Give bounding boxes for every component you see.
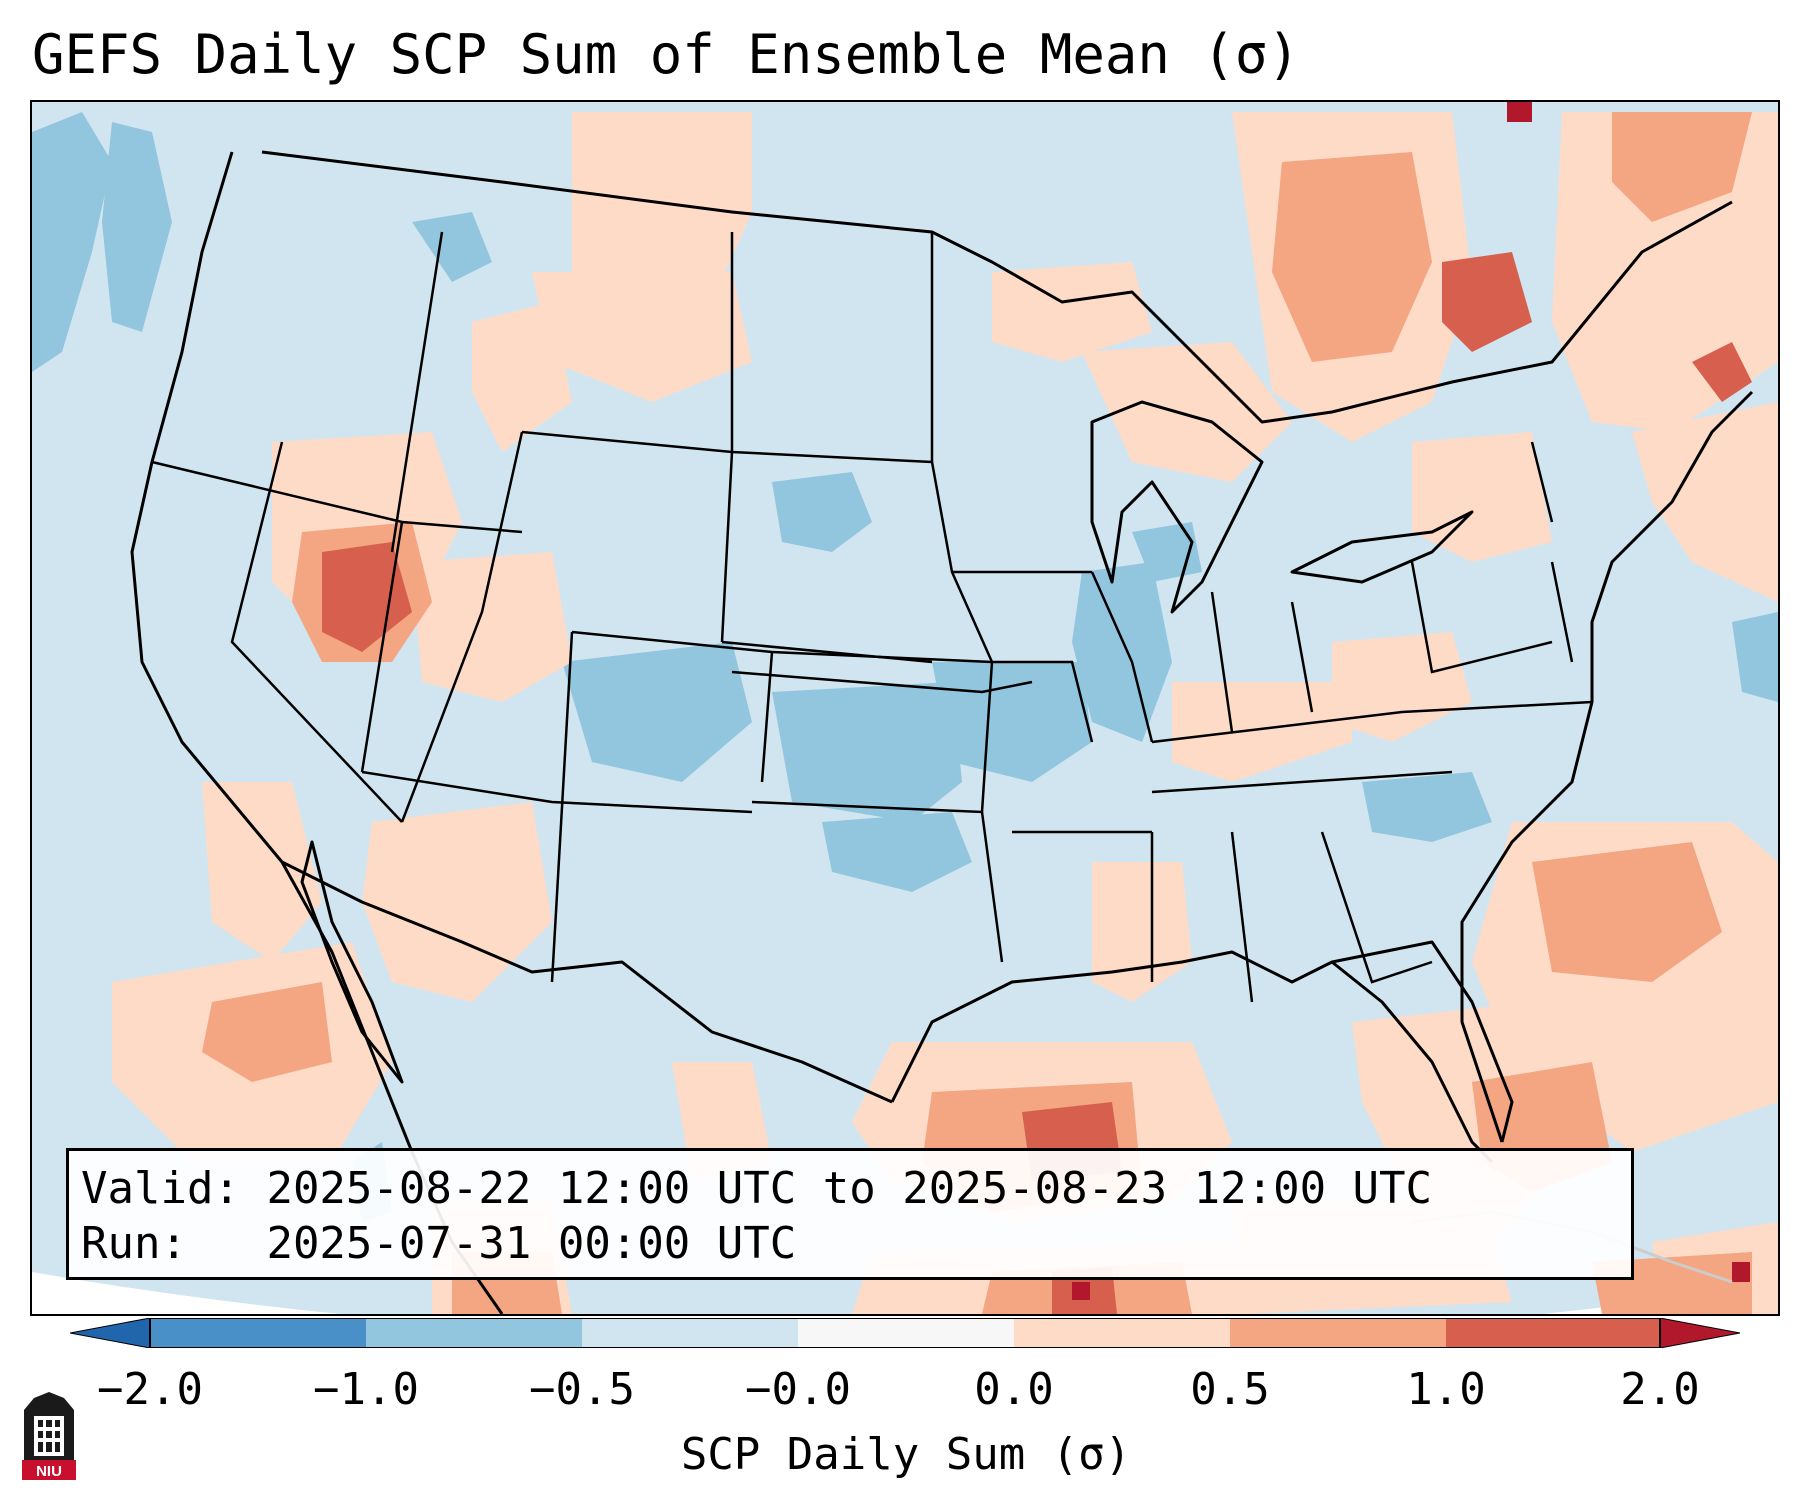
forecast-map bbox=[32, 102, 1778, 1314]
us-mexico-border bbox=[281, 860, 893, 1104]
positive-anomaly-regions-extreme bbox=[1072, 102, 1750, 1300]
map-panel bbox=[30, 100, 1780, 1316]
colorbar-segment-6 bbox=[1230, 1318, 1446, 1348]
colorbar-tick-label: −1.0 bbox=[313, 1364, 419, 1415]
valid-label: Valid: bbox=[81, 1163, 240, 1214]
colorbar-label: SCP Daily Sum (σ) bbox=[680, 1429, 1132, 1480]
run-label: Run: bbox=[81, 1218, 187, 1269]
colorbar-segment-7 bbox=[1446, 1318, 1660, 1348]
great-lakes bbox=[1090, 400, 1264, 614]
colorbar-tick-label: 1.0 bbox=[1406, 1364, 1486, 1415]
valid-time-value: 2025-08-22 12:00 UTC to 2025-08-23 12:00… bbox=[266, 1163, 1433, 1214]
colorbar-tick-label: 0.5 bbox=[1190, 1364, 1270, 1415]
colorbar bbox=[70, 1318, 1740, 1348]
colorbar-tick-label: −0.0 bbox=[745, 1364, 851, 1415]
colorbar-tick-label: 0.0 bbox=[974, 1364, 1054, 1415]
negative-anomaly-regions bbox=[32, 112, 1778, 1222]
colorbar-segment-4 bbox=[798, 1318, 1014, 1348]
canada-us-border bbox=[261, 150, 1733, 424]
run-time-value: 2025-07-31 00:00 UTC bbox=[266, 1218, 797, 1269]
valid-run-info-box: Valid: 2025-08-22 12:00 UTC to 2025-08-2… bbox=[66, 1148, 1634, 1280]
gulf-coast bbox=[890, 940, 1514, 1143]
us-west-coast bbox=[130, 151, 284, 863]
colorbar-segment-1 bbox=[150, 1318, 366, 1348]
colorbar-tick-label: 2.0 bbox=[1620, 1364, 1700, 1415]
logo-text: NIU bbox=[36, 1463, 62, 1480]
niu-logo: NIU bbox=[22, 1392, 76, 1480]
colorbar-segment-3 bbox=[582, 1318, 798, 1348]
colorbar-segment-2 bbox=[366, 1318, 582, 1348]
chart-title: GEFS Daily SCP Sum of Ensemble Mean (σ) bbox=[32, 23, 1300, 86]
colorbar-tick-label: −2.0 bbox=[97, 1364, 203, 1415]
state-borders bbox=[151, 231, 1593, 1003]
lake-erie-ontario bbox=[1290, 510, 1474, 584]
colorbar-under-arrow bbox=[70, 1318, 151, 1348]
colorbar-over-arrow bbox=[1659, 1318, 1740, 1348]
colorbar-segment-5 bbox=[1014, 1318, 1230, 1348]
baja-peninsula bbox=[300, 840, 404, 1084]
colorbar-tick-label: −0.5 bbox=[529, 1364, 635, 1415]
